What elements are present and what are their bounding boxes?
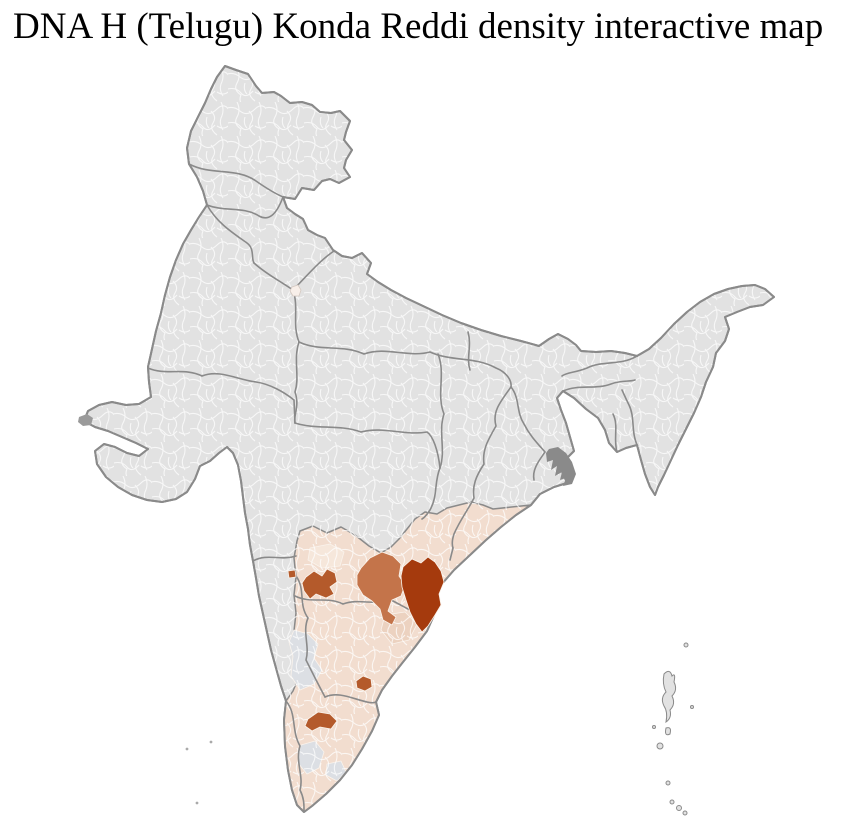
- district-highlight-high-coastal-tn[interactable]: [355, 675, 373, 692]
- delta-shaded-area[interactable]: [546, 447, 576, 486]
- district-highlight-high-medak[interactable]: [301, 568, 338, 600]
- andaman-nicobar-islands[interactable]: [652, 642, 694, 816]
- district-highlight-medium-khammam[interactable]: [356, 551, 406, 626]
- lakshadweep-islands[interactable]: [185, 740, 213, 805]
- kutch-islet[interactable]: [78, 414, 93, 426]
- district-capital-delhi[interactable]: [289, 284, 302, 297]
- state-borders: [147, 163, 638, 811]
- coastline: [83, 65, 775, 813]
- district-highlight-highest-godavari[interactable]: [400, 556, 445, 633]
- district-highlight-high-salem[interactable]: [304, 711, 338, 732]
- page-title: DNA H (Telugu) Konda Reddi density inter…: [13, 6, 824, 47]
- district-highlight-high-speck[interactable]: [287, 569, 297, 579]
